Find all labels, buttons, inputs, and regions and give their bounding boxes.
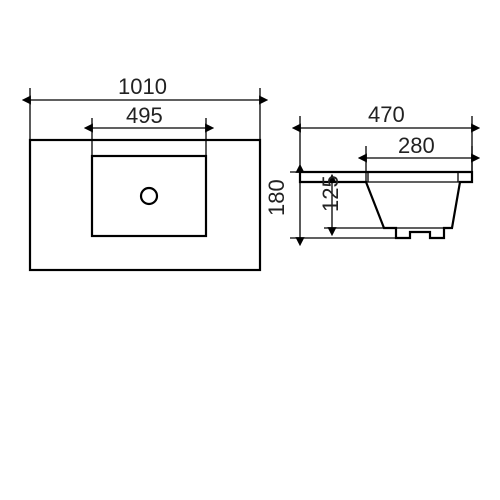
technical-drawing: 1010 495 470 280 [0, 0, 500, 500]
dim-470: 470 [300, 102, 472, 172]
basin-outline [92, 156, 206, 236]
dim-280-label: 280 [398, 133, 435, 158]
dim-495-label: 495 [126, 103, 163, 128]
dim-125-label: 125 [318, 175, 343, 212]
side-view: 470 280 180 125 [264, 102, 472, 238]
dim-280: 280 [366, 133, 472, 182]
dim-470-label: 470 [368, 102, 405, 127]
drain-hole [141, 188, 157, 204]
top-view: 1010 495 [30, 74, 260, 270]
dim-180-label: 180 [264, 179, 289, 216]
countertop-outline [30, 140, 260, 270]
dim-1010-label: 1010 [118, 74, 167, 99]
dim-495: 495 [92, 103, 206, 156]
